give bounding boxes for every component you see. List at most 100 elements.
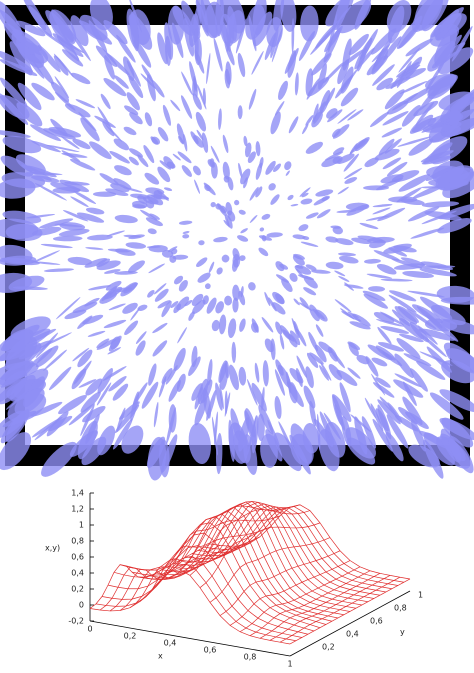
- y-tick-label: 1: [418, 591, 423, 600]
- ellipse: [222, 134, 229, 154]
- ellipse: [389, 290, 417, 302]
- ellipse: [52, 235, 83, 242]
- ellipse: [357, 235, 384, 242]
- ellipse: [114, 75, 129, 89]
- ellipse: [377, 399, 401, 425]
- ellipse: [401, 105, 421, 127]
- ellipse: [252, 11, 273, 47]
- ellipse: [288, 382, 298, 404]
- mesh-line: [191, 507, 393, 590]
- ellipse: [373, 312, 395, 323]
- ellipse: [104, 269, 121, 274]
- ellipse: [193, 135, 204, 148]
- ellipse: [415, 101, 435, 126]
- ellipse: [208, 261, 215, 273]
- ellipse: [387, 402, 403, 423]
- ellipse: [287, 50, 297, 78]
- ellipse: [363, 293, 389, 309]
- ellipse: [210, 201, 216, 208]
- ellipse: [274, 396, 282, 420]
- ellipse: [393, 379, 424, 398]
- ellipse: [370, 111, 390, 128]
- ellipse: [446, 348, 474, 374]
- ellipse: [288, 116, 299, 134]
- ellipse: [338, 275, 350, 282]
- ellipse: [196, 257, 208, 267]
- ellipse: [382, 111, 409, 126]
- ellipse: [176, 123, 185, 144]
- ellipse: [182, 234, 190, 239]
- ellipse: [430, 304, 466, 326]
- ellipse: [99, 291, 118, 304]
- ellipse: [408, 444, 440, 468]
- ellipse: [178, 220, 193, 225]
- ellipse: [147, 289, 155, 298]
- ellipse: [303, 276, 318, 289]
- ellipse: [380, 278, 413, 282]
- ellipse: [194, 386, 204, 410]
- ellipse: [365, 215, 391, 221]
- ellipse: [320, 362, 332, 381]
- ellipse: [333, 147, 345, 155]
- ellipse: [421, 201, 460, 208]
- ellipse: [80, 404, 95, 437]
- mesh-line: [229, 560, 351, 626]
- mesh-line: [209, 504, 411, 580]
- ellipse: [319, 365, 329, 381]
- ellipse: [398, 174, 431, 192]
- ellipse: [344, 176, 358, 184]
- ellipse: [35, 345, 59, 368]
- ellipse: [132, 382, 148, 406]
- ellipse: [161, 367, 173, 384]
- ellipse: [387, 5, 405, 44]
- ellipse: [157, 300, 171, 309]
- ellipse: [103, 20, 128, 45]
- ellipse: [310, 25, 336, 55]
- ellipse: [319, 411, 335, 445]
- ellipse: [62, 210, 89, 222]
- z-tick-label: 0,2: [71, 585, 84, 594]
- ellipse: [153, 401, 159, 428]
- ellipse: [378, 138, 395, 156]
- ellipse: [177, 151, 192, 164]
- ellipse: [381, 127, 403, 138]
- ellipse: [141, 64, 154, 83]
- ellipse: [284, 161, 292, 171]
- ellipse: [17, 82, 42, 111]
- ellipse: [114, 214, 138, 224]
- ellipse: [290, 203, 299, 207]
- ellipse: [96, 338, 110, 349]
- ellipse: [407, 290, 445, 298]
- z-axis-label: x,y): [45, 544, 60, 553]
- ellipse: [261, 317, 274, 333]
- ellipse: [75, 99, 96, 109]
- ellipse: [354, 136, 370, 152]
- ellipse: [419, 268, 457, 277]
- ellipse: [216, 267, 223, 275]
- ellipse: [374, 148, 400, 161]
- ellipse: [290, 433, 314, 466]
- ellipse: [334, 299, 352, 313]
- ellipse: [238, 162, 243, 178]
- ellipse: [144, 112, 153, 127]
- ellipse: [339, 255, 359, 264]
- mesh-line: [203, 506, 405, 583]
- ellipse: [265, 160, 276, 175]
- ellipse: [72, 347, 90, 362]
- ellipse: [15, 154, 46, 175]
- ellipse: [113, 178, 132, 190]
- ellipse: [436, 9, 459, 41]
- y-tick-label: 0,6: [370, 617, 383, 626]
- ellipse: [173, 275, 184, 285]
- ellipse: [409, 321, 430, 343]
- ellipse: [100, 93, 111, 110]
- ellipse: [278, 80, 288, 101]
- ellipse: [0, 360, 31, 386]
- ellipse: [204, 1, 224, 39]
- ellipse: [335, 238, 354, 246]
- ellipse: [249, 186, 259, 201]
- mesh-line: [185, 506, 387, 593]
- ellipse: [434, 28, 458, 65]
